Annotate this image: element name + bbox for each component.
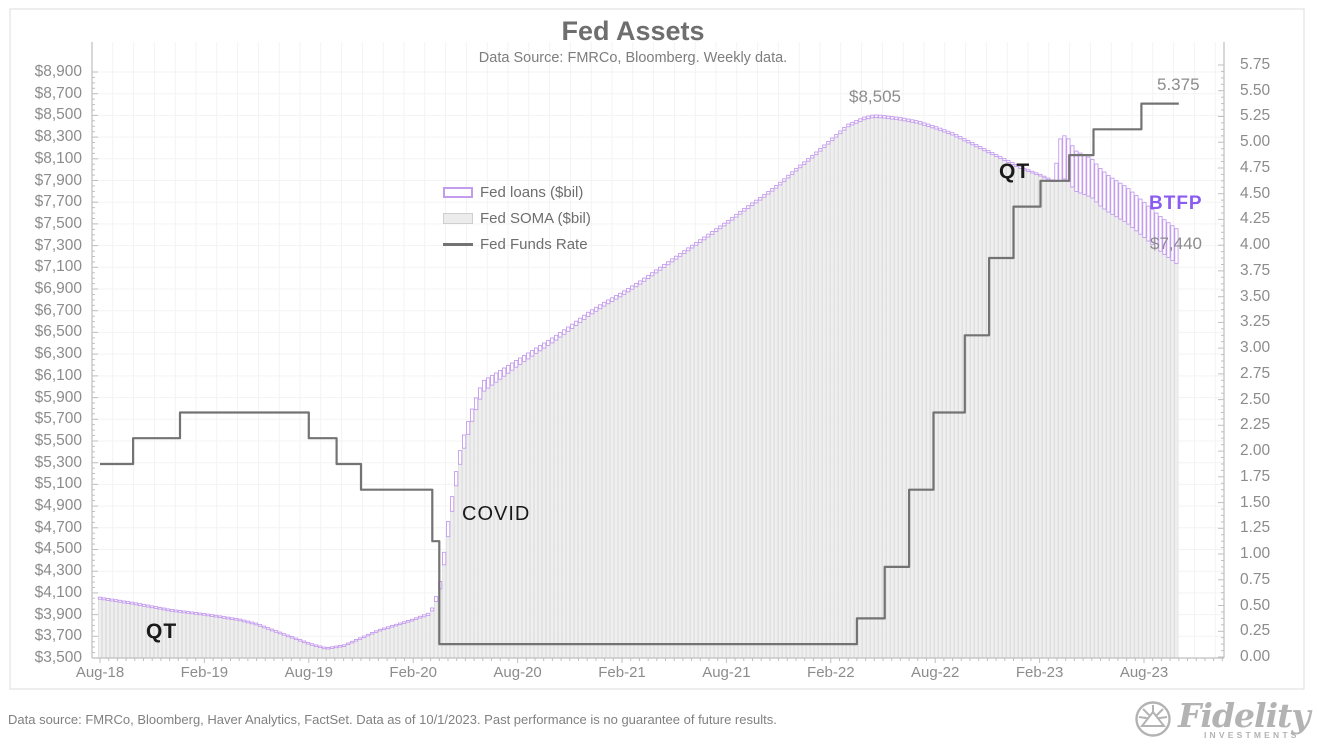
y-axis-label-left: $5,700 [34, 410, 82, 428]
y-axis-label-right: 4.75 [1240, 158, 1271, 176]
y-axis-label-left: $4,300 [34, 562, 82, 580]
x-axis-label: Aug-20 [493, 664, 542, 681]
y-axis-label-left: $5,900 [34, 388, 82, 406]
y-axis-label-right: 0.50 [1240, 596, 1271, 614]
y-axis-label-left: $8,500 [34, 106, 82, 124]
y-axis-label-left: $6,500 [34, 323, 82, 341]
fed-loans-bars [97, 114, 1179, 650]
legend-label-fed-funds-rate: Fed Funds Rate [480, 235, 588, 253]
fidelity-logo: Fidelity INVESTMENTS [1132, 696, 1312, 742]
y-axis-label-left: $6,700 [34, 301, 82, 319]
y-axis-label-left: $5,100 [34, 475, 82, 493]
y-axis-label-right: 3.50 [1240, 287, 1271, 305]
y-axis-label-left: $7,300 [34, 236, 82, 254]
y-axis-label-left: $6,300 [34, 345, 82, 363]
legend-label-fed-soma: Fed SOMA ($bil) [480, 209, 591, 227]
x-axis-label: Aug-19 [284, 664, 333, 681]
y-axis-label-left: $7,500 [34, 214, 82, 232]
fed-funds-rate-line [100, 102, 1179, 646]
legend-item-fed-loans: Fed loans ($bil) [443, 179, 591, 205]
annotation-end-total-value: $7,440 [1150, 234, 1202, 253]
y-axis-label-right: 0.75 [1240, 570, 1271, 588]
y-axis-label-right: 2.75 [1240, 364, 1271, 382]
y-axis-label-left: $7,700 [34, 193, 82, 211]
fed-funds-rate-swatch-icon [443, 242, 473, 246]
y-axis-label-left: $6,100 [34, 366, 82, 384]
legend-item-fed-funds-rate: Fed Funds Rate [443, 231, 591, 257]
annotation-covid: COVID [462, 503, 531, 525]
y-axis-label-left: $3,700 [34, 627, 82, 645]
y-axis-label-left: $5,500 [34, 431, 82, 449]
annotation-end-rate-value: 5.375 [1157, 75, 1200, 94]
fed-soma-swatch-icon [443, 212, 473, 224]
y-axis-label-right: 5.25 [1240, 107, 1271, 125]
x-axis-label: Aug-22 [911, 664, 960, 681]
x-axis-label: Aug-21 [702, 664, 751, 681]
y-axis-label-right: 1.00 [1240, 545, 1271, 563]
fidelity-wordmark: Fidelity [1178, 696, 1311, 735]
footer-disclaimer: Data source: FMRCo, Bloomberg, Haver Ana… [8, 712, 777, 727]
legend-label-fed-loans: Fed loans ($bil) [480, 183, 584, 201]
x-axis-label: Feb-19 [180, 664, 229, 681]
annotation-btfp: BTFP [1149, 193, 1203, 214]
x-axis-label: Aug-23 [1119, 664, 1169, 681]
y-axis-label-right: 2.00 [1240, 442, 1271, 460]
y-axis-label-right: 4.25 [1240, 210, 1271, 228]
chart-subtitle: Data Source: FMRCo, Bloomberg. Weekly da… [478, 50, 788, 66]
y-axis-label-right: 4.00 [1240, 236, 1271, 254]
y-axis-label-left: $5,300 [34, 453, 82, 471]
y-axis-label-right: 0.00 [1240, 648, 1271, 665]
y-axis-label-right: 5.00 [1240, 133, 1271, 151]
y-axis-label-right: 2.50 [1240, 390, 1271, 408]
y-axis-label-right: 3.00 [1240, 339, 1271, 357]
y-axis-label-right: 1.25 [1240, 519, 1271, 537]
annotation-qt-right: QT [999, 160, 1031, 183]
y-axis-label-right: 2.25 [1240, 416, 1271, 434]
fed-loans-swatch-icon [443, 186, 473, 198]
y-axis-label-left: $6,900 [34, 280, 82, 298]
y-axis-label-left: $8,100 [34, 149, 82, 167]
y-axis-label-left: $8,900 [34, 63, 82, 80]
y-axis-label-left: $3,500 [34, 649, 82, 666]
y-axis-label-right: 3.75 [1240, 261, 1271, 279]
y-axis-label-left: $3,900 [34, 605, 82, 623]
legend-item-fed-soma: Fed SOMA ($bil) [443, 205, 591, 231]
y-axis-label-right: 0.25 [1240, 622, 1271, 640]
x-axis-label: Feb-22 [807, 664, 855, 681]
fidelity-pyramid-sun-icon [1135, 701, 1171, 737]
y-axis-label-right: 1.75 [1240, 467, 1271, 485]
y-axis-label-left: $4,900 [34, 497, 82, 515]
y-axis-label-left: $8,300 [34, 128, 82, 146]
x-axis-label: Feb-23 [1015, 664, 1064, 681]
y-axis-label-left: $4,100 [34, 583, 82, 601]
annotation-qt-left: QT [146, 620, 178, 643]
x-axis-label: Feb-21 [598, 664, 646, 681]
y-axis-label-left: $4,700 [34, 518, 82, 536]
y-axis-label-left: $7,900 [34, 171, 82, 189]
annotation-peak-value: $8,505 [849, 87, 901, 106]
soma-bars [98, 117, 1179, 659]
y-axis-label-right: 5.75 [1240, 56, 1271, 73]
fidelity-investments-label: INVESTMENTS [1204, 730, 1300, 740]
y-axis-label-right: 3.25 [1240, 313, 1271, 331]
y-axis-label-left: $8,700 [34, 84, 82, 102]
x-axis-label: Aug-18 [75, 664, 125, 681]
y-axis-label-right: 1.50 [1240, 493, 1271, 511]
chart-title: Fed Assets [561, 16, 705, 46]
y-axis-label-right: 4.50 [1240, 184, 1271, 202]
x-axis-label: Feb-20 [389, 664, 437, 681]
y-axis-label-left: $4,500 [34, 540, 82, 558]
y-axis-label-left: $7,100 [34, 258, 82, 276]
chart-legend: Fed loans ($bil) Fed SOMA ($bil) Fed Fun… [443, 179, 591, 257]
y-axis-label-right: 5.50 [1240, 81, 1271, 99]
